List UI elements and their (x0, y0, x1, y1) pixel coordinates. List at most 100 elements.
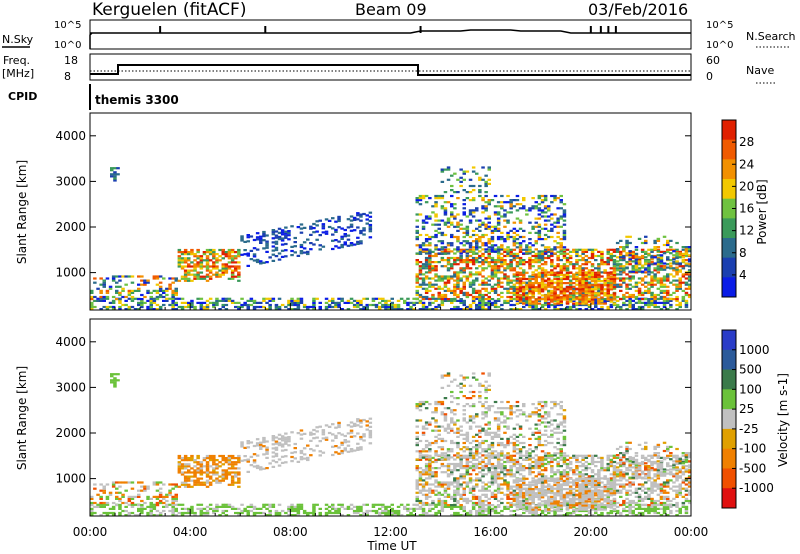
power-cell (462, 189, 466, 192)
velocity-cell (471, 458, 476, 461)
power-cell (675, 256, 679, 259)
velocity-cell (280, 449, 285, 452)
power-cell (672, 256, 676, 260)
power-cell (471, 184, 476, 188)
power-cell (158, 281, 163, 284)
velocity-cell (349, 425, 354, 428)
velocity-cell (518, 514, 523, 517)
power-cell (512, 283, 517, 286)
power-cell (575, 261, 579, 264)
power-cell (440, 168, 445, 171)
power-cell (675, 299, 679, 302)
power-cell (675, 287, 679, 290)
power-cell (249, 299, 254, 302)
power-cell (205, 308, 210, 311)
power-cell (168, 303, 172, 307)
power-cell (644, 267, 648, 270)
power-cell (666, 301, 670, 304)
power-cell (637, 259, 642, 262)
velocity-cell (522, 511, 526, 515)
velocity-cell (277, 464, 282, 467)
power-cell (374, 305, 379, 309)
power-cell (252, 308, 257, 311)
velocity-cell (349, 421, 354, 424)
power-cell (246, 252, 250, 255)
velocity-cell (484, 489, 488, 492)
velocity-cell (559, 507, 563, 510)
power-cell (434, 219, 438, 222)
power-cell (324, 301, 329, 304)
velocity-cell (481, 501, 485, 505)
power-cell (453, 225, 457, 228)
power-cell (628, 241, 632, 245)
power-cell (553, 267, 557, 270)
power-cell (434, 229, 438, 232)
power-cell (584, 277, 589, 281)
power-cell (352, 243, 357, 246)
power-cell (478, 191, 482, 194)
power-cell (622, 281, 626, 284)
power-cell (559, 300, 563, 303)
power-cell (581, 288, 585, 291)
power-cell (518, 267, 523, 270)
velocity-cell (174, 495, 178, 498)
power-cell (287, 308, 291, 311)
power-cell (547, 305, 551, 309)
power-cell (659, 250, 664, 253)
power-cell (628, 235, 632, 238)
power-cell (312, 303, 316, 307)
power-cell (506, 233, 510, 237)
velocity-cell (318, 511, 322, 515)
power-cell (622, 279, 626, 282)
power-cell (208, 275, 213, 278)
power-cell (553, 194, 557, 198)
velocity-cell (205, 471, 210, 474)
velocity-cell (471, 507, 476, 510)
power-cell (584, 282, 589, 285)
velocity-cell (456, 499, 460, 503)
power-cell (428, 267, 432, 270)
power-cell (500, 256, 504, 260)
velocity-cell (490, 477, 495, 480)
power-cell (684, 246, 689, 249)
velocity-cell (137, 489, 141, 492)
velocity-cell (462, 493, 466, 496)
power-cell (418, 277, 423, 280)
power-cell (503, 254, 507, 258)
velocity-cell (124, 505, 128, 508)
power-cell (302, 251, 307, 254)
power-cell (428, 303, 432, 307)
power-cell (503, 209, 507, 212)
power-cell (280, 303, 285, 307)
velocity-cell (493, 493, 498, 496)
velocity-cell (600, 503, 604, 506)
power-cell (230, 255, 235, 258)
velocity-cell (543, 505, 548, 508)
power-cell (252, 255, 257, 258)
velocity-cell (509, 493, 513, 496)
power-cell (183, 273, 188, 276)
velocity-cell (190, 485, 194, 488)
power-cell (568, 271, 573, 274)
power-cell (102, 279, 106, 282)
velocity-cell (666, 505, 670, 508)
power-cell (590, 254, 595, 258)
power-cell (600, 305, 604, 309)
power-cell (550, 250, 554, 253)
power-cell (619, 252, 623, 255)
velocity-cell (315, 503, 319, 506)
velocity-cell (399, 503, 404, 506)
velocity-cell (321, 433, 326, 436)
power-cell (550, 265, 554, 268)
velocity-cell (374, 503, 379, 506)
power-cell (190, 305, 194, 309)
velocity-cell (212, 509, 216, 513)
power-cell (669, 281, 673, 284)
velocity-cell (365, 428, 369, 431)
power-cell (496, 252, 501, 255)
power-cell (606, 281, 610, 284)
power-cell (424, 267, 429, 270)
power-cell (559, 280, 563, 283)
power-cell (556, 259, 560, 262)
power-cell (509, 205, 513, 208)
